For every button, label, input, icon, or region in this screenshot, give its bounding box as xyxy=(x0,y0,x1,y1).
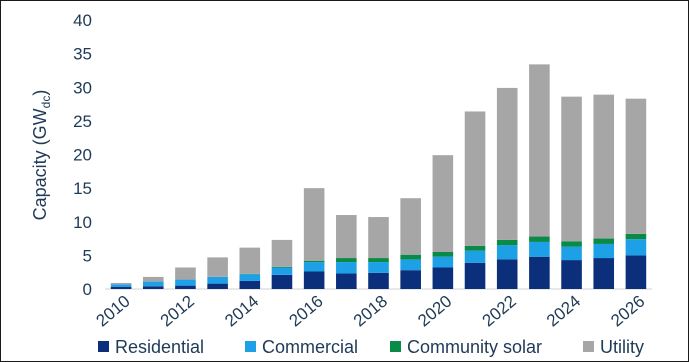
bar-community-solar-2022 xyxy=(496,239,518,246)
bar-community-solar-2023 xyxy=(529,236,550,242)
bar-residential-2016 xyxy=(303,271,325,289)
legend-label-commercial: Commercial xyxy=(262,337,358,357)
bar-community-solar-2026 xyxy=(625,233,647,240)
bar-utility-2024 xyxy=(561,96,582,242)
legend-item-residential: Residential xyxy=(98,337,204,357)
bar-utility-2017 xyxy=(336,215,357,259)
bar-utility-2022 xyxy=(496,87,518,240)
x-tick-label: 2016 xyxy=(285,292,326,331)
bar-residential-2020 xyxy=(432,267,454,289)
y-tick-label: 0 xyxy=(83,280,92,299)
bar-utility-2019 xyxy=(400,198,421,255)
x-tick-label: 2018 xyxy=(350,292,391,331)
y-tick-label: 35 xyxy=(73,45,92,64)
x-tick-label: 2010 xyxy=(92,292,133,331)
bar-commercial-2011 xyxy=(142,281,164,287)
legend-swatch-utility xyxy=(583,341,594,352)
bar-commercial-2023 xyxy=(529,241,550,257)
bar-commercial-2018 xyxy=(368,262,389,273)
bar-utility-2012 xyxy=(175,267,196,280)
bar-residential-2013 xyxy=(207,283,228,289)
bar-community-solar-2021 xyxy=(464,245,486,251)
bar-community-solar-2024 xyxy=(561,241,582,247)
bar-utility-2026 xyxy=(625,98,647,234)
bar-residential-2023 xyxy=(529,256,550,289)
y-tick-label: 10 xyxy=(73,213,92,232)
legend-swatch-residential xyxy=(98,341,109,352)
bar-commercial-2014 xyxy=(239,274,261,281)
x-tick-label: 2024 xyxy=(543,292,584,331)
bar-utility-2010 xyxy=(110,282,132,285)
y-tick-label: 25 xyxy=(73,112,92,131)
bar-community-solar-2015 xyxy=(271,266,293,268)
bar-residential-2024 xyxy=(561,260,582,289)
bar-commercial-2013 xyxy=(207,276,228,284)
y-tick-label: 40 xyxy=(73,11,92,30)
x-tick-label: 2022 xyxy=(479,292,520,331)
bar-commercial-2024 xyxy=(561,246,582,261)
bar-community-solar-2019 xyxy=(400,254,421,260)
x-tick-label: 2020 xyxy=(414,292,455,331)
bar-community-solar-2016 xyxy=(303,260,325,263)
bar-commercial-2026 xyxy=(625,239,647,256)
legend-item-utility: Utility xyxy=(583,337,644,357)
y-tick-label: 20 xyxy=(73,146,92,165)
bar-residential-2012 xyxy=(175,285,196,289)
bar-commercial-2019 xyxy=(400,259,421,271)
bar-commercial-2015 xyxy=(271,267,293,275)
bar-residential-2019 xyxy=(400,270,421,289)
legend-item-community-solar: Community solar xyxy=(390,337,542,357)
legend-item-commercial: Commercial xyxy=(245,337,358,357)
legend-label-residential: Residential xyxy=(115,337,204,357)
bar-commercial-2016 xyxy=(303,262,325,272)
bar-utility-2021 xyxy=(464,111,486,246)
x-tick-label: 2012 xyxy=(157,292,198,331)
bar-commercial-2020 xyxy=(432,256,454,268)
y-tick-label: 30 xyxy=(73,78,92,97)
bar-residential-2026 xyxy=(625,255,647,290)
bar-residential-2017 xyxy=(336,273,357,289)
bar-commercial-2022 xyxy=(496,245,518,260)
bar-residential-2011 xyxy=(142,286,164,289)
y-tick-label: 5 xyxy=(83,246,92,265)
bar-residential-2025 xyxy=(593,258,615,289)
bar-residential-2010 xyxy=(110,286,132,289)
legend-label-community-solar: Community solar xyxy=(407,337,542,357)
bar-commercial-2012 xyxy=(175,279,196,286)
x-tick-label: 2014 xyxy=(221,292,262,331)
x-tick-label: 2026 xyxy=(607,292,648,331)
bar-commercial-2021 xyxy=(464,250,486,263)
bar-residential-2021 xyxy=(464,262,486,289)
bar-utility-2016 xyxy=(303,188,325,261)
legend-swatch-commercial xyxy=(245,341,256,352)
bar-community-solar-2020 xyxy=(432,252,454,257)
bar-utility-2025 xyxy=(593,94,615,239)
bar-utility-2018 xyxy=(368,217,389,259)
bar-utility-2013 xyxy=(207,257,228,277)
bar-commercial-2010 xyxy=(110,284,132,287)
y-axis-label: Capacity (GWdc) xyxy=(30,90,53,221)
bar-utility-2011 xyxy=(142,276,164,282)
bar-utility-2023 xyxy=(529,64,550,237)
bar-commercial-2025 xyxy=(593,243,615,259)
legend-label-utility: Utility xyxy=(600,337,644,357)
bar-commercial-2017 xyxy=(336,262,357,274)
bar-utility-2020 xyxy=(432,155,454,253)
bar-utility-2014 xyxy=(239,247,261,274)
bar-utility-2015 xyxy=(271,239,293,267)
bar-residential-2015 xyxy=(271,274,293,289)
bar-residential-2022 xyxy=(496,259,518,289)
bar-community-solar-2018 xyxy=(368,258,389,263)
bar-community-solar-2025 xyxy=(593,238,615,244)
bar-residential-2014 xyxy=(239,280,261,289)
legend-swatch-community-solar xyxy=(390,341,401,352)
bar-community-solar-2017 xyxy=(336,258,357,263)
bar-residential-2018 xyxy=(368,272,389,289)
y-tick-label: 15 xyxy=(73,179,92,198)
